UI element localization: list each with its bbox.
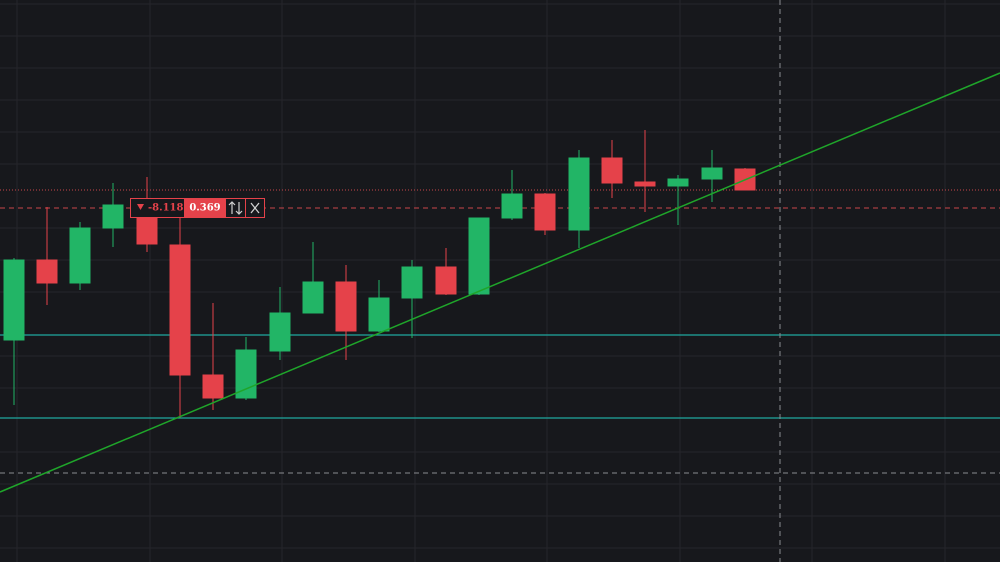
candle <box>302 242 324 314</box>
candle <box>734 168 756 191</box>
order-label[interactable]: -8.118 0.369 <box>130 198 265 218</box>
reverse-icon[interactable] <box>228 201 243 215</box>
order-price-box <box>184 199 226 217</box>
candle <box>501 170 523 220</box>
candle <box>202 303 224 410</box>
candle <box>601 140 623 198</box>
candle <box>3 258 25 405</box>
candle <box>368 280 390 332</box>
trend-line <box>0 72 1000 493</box>
candle <box>634 130 656 212</box>
down-arrow-icon <box>137 204 144 210</box>
candle <box>335 265 357 360</box>
candle <box>468 217 490 295</box>
order-change: -8.118 <box>148 203 184 214</box>
close-icon[interactable] <box>250 202 260 214</box>
candle <box>69 222 91 290</box>
candle <box>435 248 457 295</box>
candles <box>3 130 756 418</box>
candle <box>269 287 291 360</box>
candle <box>169 215 191 418</box>
candle <box>667 175 689 225</box>
candle <box>534 193 556 235</box>
candle <box>36 207 58 305</box>
candle <box>401 260 423 338</box>
candle <box>568 150 590 248</box>
candle <box>102 183 124 247</box>
order-price: 0.369 <box>189 203 220 214</box>
